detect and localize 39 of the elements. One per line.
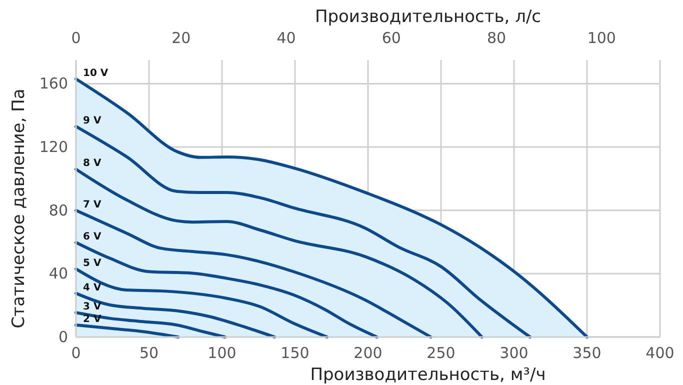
series-label: 9 V — [83, 115, 102, 126]
y-tick-label: 160 — [39, 74, 68, 93]
series-label: 5 V — [83, 258, 102, 269]
x-tick-label: 150 — [280, 344, 310, 362]
x-tick-label: 400 — [646, 344, 674, 362]
x2-tick-label: 60 — [382, 29, 401, 47]
x2-axis-title: Производительность, л/с — [314, 7, 542, 27]
x2-tick-label: 0 — [71, 29, 81, 47]
line-series — [74, 168, 484, 338]
y-tick-label: 0 — [58, 328, 68, 346]
x-axis-title: Производительность, м³/ч — [310, 365, 546, 385]
series-label: 3 V — [83, 302, 102, 313]
x-tick-label: 250 — [426, 344, 456, 362]
x-tick-label: 100 — [208, 344, 236, 362]
series-label: 7 V — [83, 199, 102, 210]
x-tick-label: 350 — [572, 344, 602, 362]
y-axis-title: Статическое давление, Па — [9, 88, 29, 328]
x-tick-label: 50 — [139, 344, 159, 362]
line-series — [74, 311, 226, 338]
line-series — [74, 323, 180, 338]
x-tick-label: 200 — [354, 344, 382, 362]
series-label: 4 V — [83, 282, 102, 294]
line-series — [74, 267, 329, 338]
series-label: 8 V — [83, 158, 102, 170]
line-series — [74, 292, 276, 338]
line-series — [74, 124, 532, 338]
x-tick-label: 300 — [500, 344, 528, 362]
x2-tick-label: 100 — [587, 29, 616, 47]
y-tick-label: 80 — [48, 201, 68, 220]
x2-tick-label: 20 — [172, 29, 191, 47]
x2-tick-label: 40 — [276, 29, 296, 47]
y-tick-label: 40 — [48, 264, 68, 283]
x2-tick-label: 80 — [486, 29, 506, 47]
x-tick-label: 0 — [71, 344, 81, 362]
line-series — [74, 208, 432, 338]
series-label: 10 V — [83, 68, 108, 79]
y-tick-label: 120 — [39, 138, 68, 156]
line-series — [74, 241, 378, 338]
series-label: 6 V — [83, 232, 102, 243]
